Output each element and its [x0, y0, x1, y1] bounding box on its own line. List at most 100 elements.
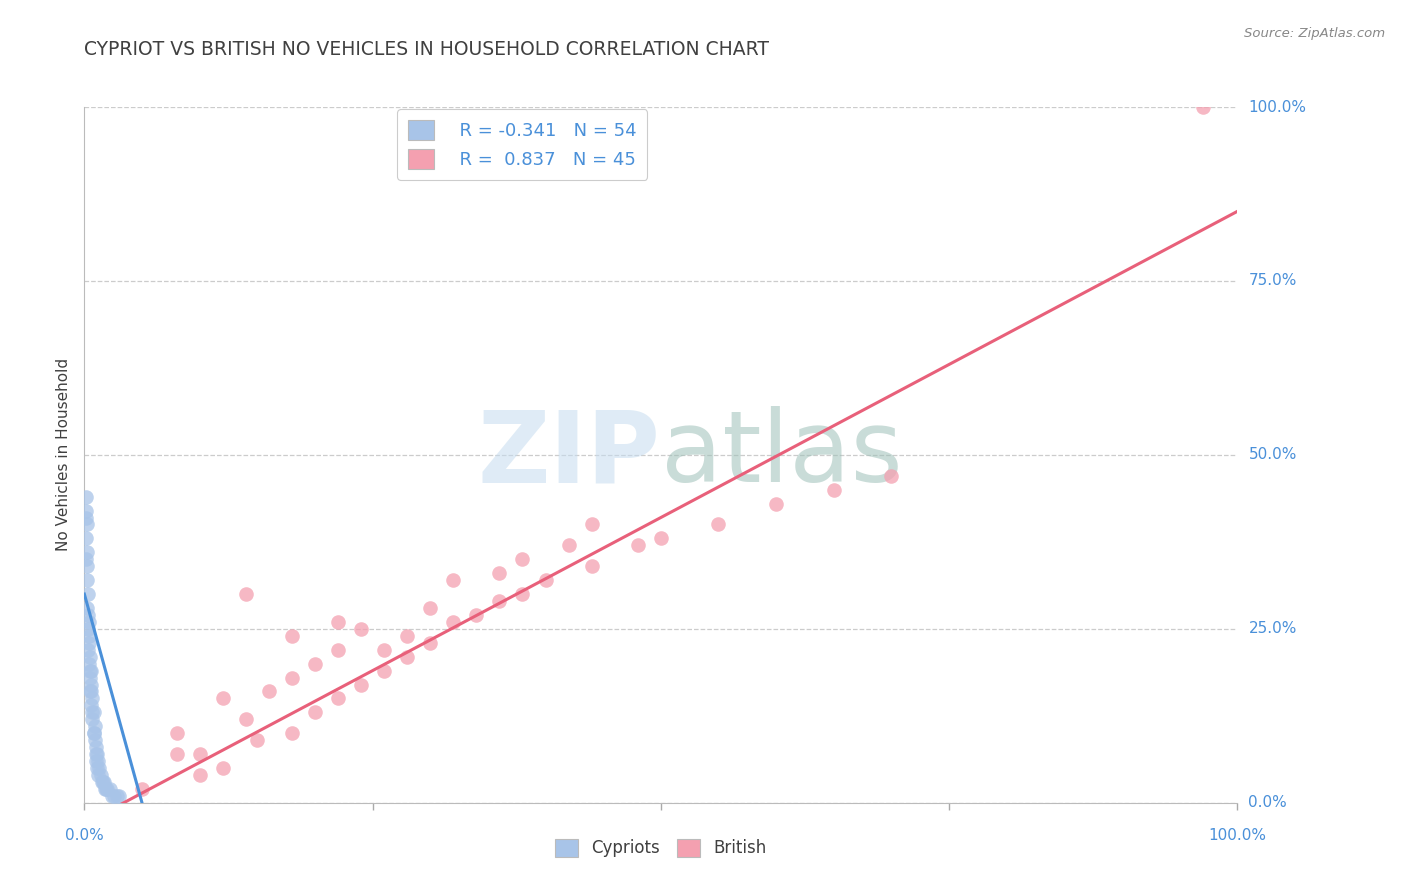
Point	[512, 587, 534, 601]
Point	[350, 677, 373, 691]
Point	[89, 761, 111, 775]
Point	[304, 657, 326, 671]
Point	[75, 532, 97, 546]
Point	[281, 629, 304, 643]
Point	[396, 649, 419, 664]
Point	[87, 768, 110, 782]
Point	[281, 726, 304, 740]
Point	[83, 706, 105, 720]
Point	[83, 719, 105, 733]
Point	[91, 775, 114, 789]
Point	[75, 503, 97, 517]
Point	[1191, 100, 1213, 114]
Point	[75, 552, 97, 566]
Text: CYPRIOT VS BRITISH NO VEHICLES IN HOUSEHOLD CORRELATION CHART: CYPRIOT VS BRITISH NO VEHICLES IN HOUSEH…	[84, 40, 769, 59]
Point	[79, 684, 101, 698]
Point	[76, 545, 98, 559]
Point	[80, 698, 103, 713]
Point	[419, 636, 441, 650]
Point	[77, 657, 100, 671]
Point	[79, 649, 101, 664]
Point	[441, 615, 464, 629]
Point	[101, 789, 124, 803]
Text: 0.0%: 0.0%	[1249, 796, 1286, 810]
Point	[86, 761, 108, 775]
Point	[76, 587, 98, 601]
Point	[235, 587, 257, 601]
Text: atlas: atlas	[661, 407, 903, 503]
Point	[326, 615, 349, 629]
Point	[488, 594, 510, 608]
Point	[77, 615, 100, 629]
Point	[488, 566, 510, 581]
Point	[166, 726, 188, 740]
Point	[188, 747, 211, 761]
Point	[82, 706, 104, 720]
Point	[76, 642, 98, 657]
Point	[880, 468, 903, 483]
Point	[211, 761, 233, 775]
Point	[627, 538, 650, 552]
Point	[76, 517, 98, 532]
Point	[87, 754, 110, 768]
Point	[465, 607, 488, 622]
Point	[76, 601, 98, 615]
Point	[89, 768, 111, 782]
Point	[650, 532, 672, 546]
Text: 50.0%: 50.0%	[1249, 448, 1296, 462]
Point	[246, 733, 269, 747]
Point	[83, 733, 105, 747]
Point	[77, 636, 100, 650]
Point	[80, 677, 103, 691]
Point	[86, 747, 108, 761]
Point	[373, 642, 395, 657]
Point	[84, 754, 107, 768]
Text: ZIP: ZIP	[478, 407, 661, 503]
Point	[235, 712, 257, 726]
Point	[108, 789, 131, 803]
Point	[84, 740, 107, 755]
Point	[80, 664, 103, 678]
Point	[103, 789, 125, 803]
Legend: Cypriots, British: Cypriots, British	[548, 832, 773, 864]
Point	[77, 629, 100, 643]
Point	[93, 775, 115, 789]
Point	[96, 781, 118, 796]
Point	[96, 781, 118, 796]
Point	[76, 607, 98, 622]
Point	[80, 684, 103, 698]
Point	[765, 497, 787, 511]
Point	[105, 789, 128, 803]
Text: 25.0%: 25.0%	[1249, 622, 1296, 636]
Point	[304, 706, 326, 720]
Point	[211, 691, 233, 706]
Point	[166, 747, 188, 761]
Text: 0.0%: 0.0%	[65, 828, 104, 843]
Point	[581, 517, 603, 532]
Point	[707, 517, 730, 532]
Point	[419, 601, 441, 615]
Point	[326, 642, 349, 657]
Point	[90, 775, 112, 789]
Point	[441, 573, 464, 587]
Point	[373, 664, 395, 678]
Text: 100.0%: 100.0%	[1208, 828, 1267, 843]
Y-axis label: No Vehicles in Household: No Vehicles in Household	[56, 359, 72, 551]
Point	[257, 684, 280, 698]
Text: 100.0%: 100.0%	[1249, 100, 1306, 114]
Point	[188, 768, 211, 782]
Point	[84, 747, 107, 761]
Point	[131, 781, 153, 796]
Point	[98, 781, 121, 796]
Point	[326, 691, 349, 706]
Point	[823, 483, 845, 497]
Point	[94, 781, 117, 796]
Point	[79, 664, 101, 678]
Point	[76, 573, 98, 587]
Point	[557, 538, 579, 552]
Point	[396, 629, 419, 643]
Point	[76, 559, 98, 574]
Point	[281, 671, 304, 685]
Point	[75, 510, 97, 524]
Point	[83, 726, 105, 740]
